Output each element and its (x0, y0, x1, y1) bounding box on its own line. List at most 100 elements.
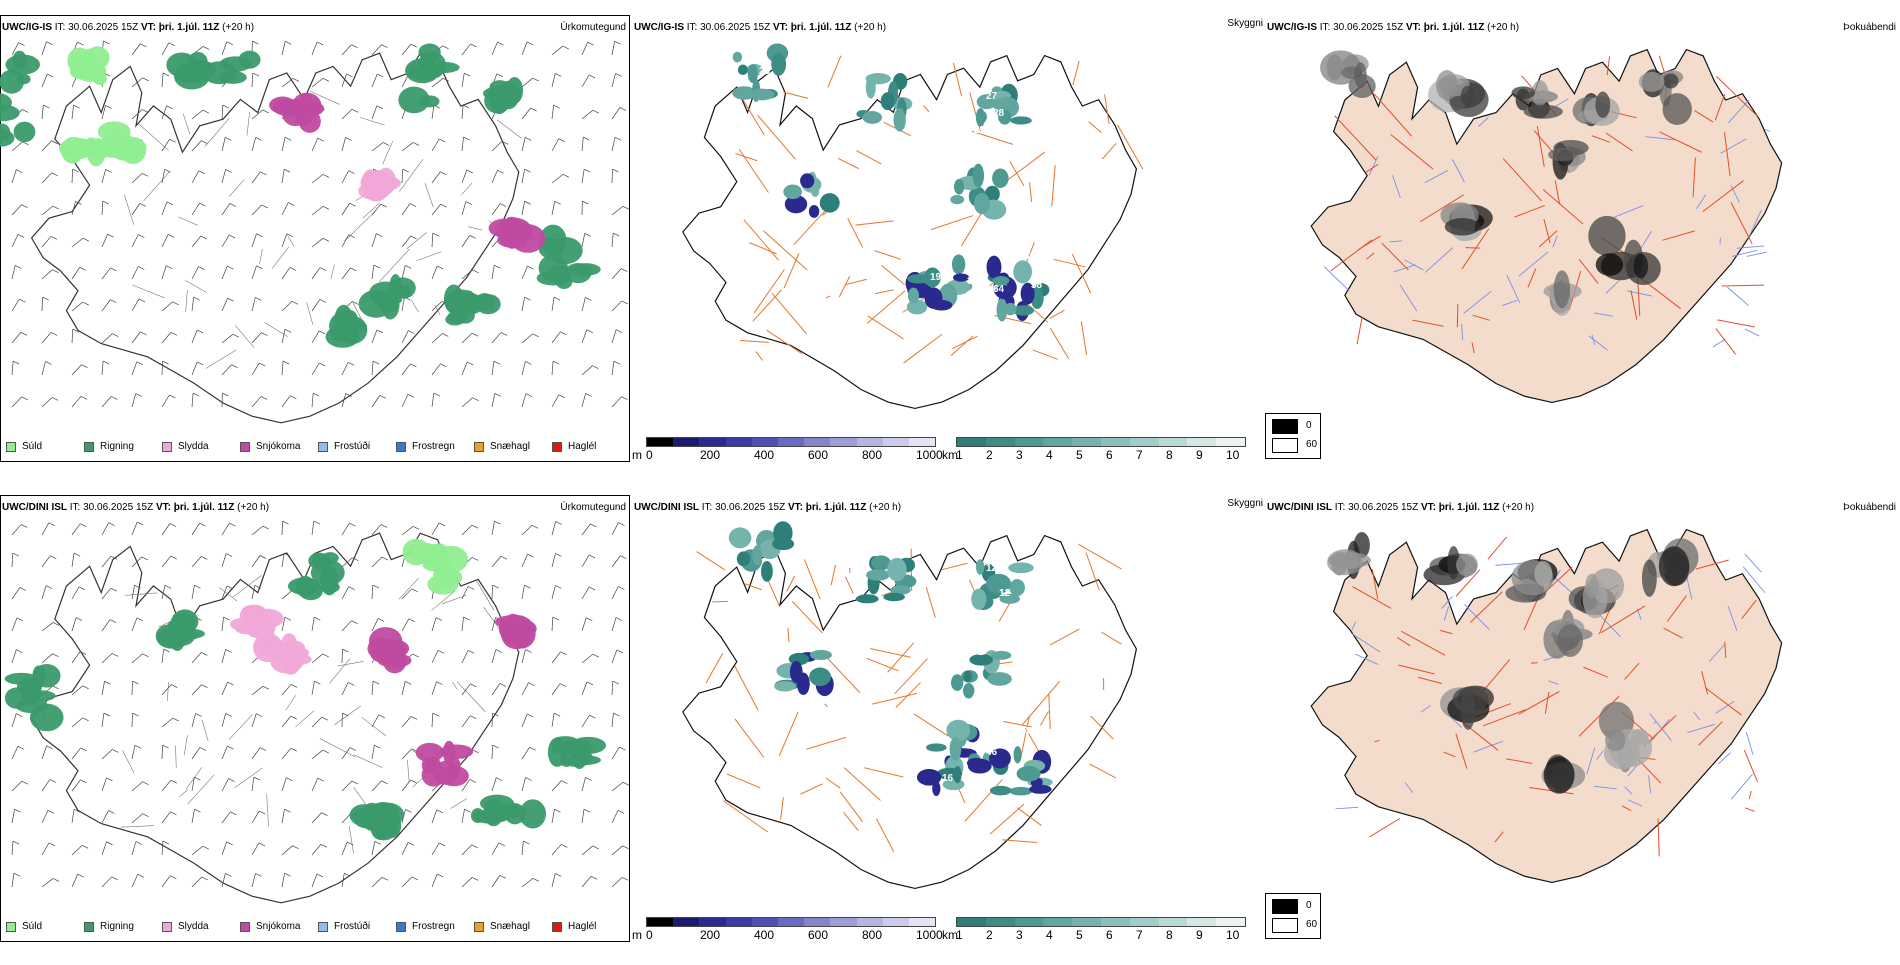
wind-barb (492, 521, 494, 535)
wind-barb (233, 334, 239, 337)
wind-barb (552, 361, 553, 375)
fog-cell (1605, 729, 1626, 751)
wind-barb (78, 874, 84, 877)
wind-barb (462, 586, 468, 599)
wind-barb (18, 234, 24, 237)
wind-barb (162, 332, 171, 343)
visibility-cell (774, 681, 796, 691)
wind-barb (612, 810, 618, 823)
wind-barb (563, 46, 569, 49)
wind-barb (467, 170, 473, 173)
wind-barb (492, 683, 500, 695)
wind-barb (112, 653, 118, 656)
wind-barb (464, 73, 470, 76)
wind-barb (552, 105, 554, 119)
wind-barb (256, 137, 262, 140)
fog-legend-swatch (1272, 899, 1298, 914)
wind-barb (612, 523, 618, 535)
wind-barb (462, 73, 464, 87)
wind-barb (462, 845, 472, 855)
wind-barb (192, 141, 201, 151)
wind-barb (612, 137, 615, 151)
wind-barb (522, 297, 525, 311)
wind-barb (533, 878, 539, 881)
visibility-cell (992, 168, 1008, 188)
wind-barb (16, 714, 22, 717)
road-line (188, 775, 214, 804)
wind-barb (252, 137, 256, 151)
colorbar-tick-label: 9 (1196, 928, 1203, 942)
road-line (740, 340, 769, 342)
wind-barb (111, 268, 117, 271)
wind-barb (202, 685, 208, 688)
wind-barb (312, 238, 323, 247)
wind-barb (345, 137, 351, 140)
wind-barb (462, 333, 472, 343)
wind-barb (203, 110, 209, 113)
wind-barb (83, 718, 89, 721)
wind-barb (589, 715, 595, 718)
wind-barb (192, 362, 197, 375)
wind-barb (372, 265, 374, 279)
wind-barb (162, 361, 163, 375)
colorbar-segment (957, 438, 986, 446)
wind-barb (432, 682, 436, 695)
precip-area (219, 71, 247, 84)
wind-barb (522, 394, 526, 407)
wind-barb (405, 809, 411, 812)
wind-barb (472, 557, 478, 560)
wind-barb (21, 332, 27, 335)
road-line (121, 826, 154, 828)
colorbar-segment (830, 918, 856, 926)
wind-barb (586, 393, 592, 396)
precip-area (416, 743, 444, 762)
wind-barb (410, 204, 416, 207)
wind-barb (554, 105, 560, 108)
road-line (1073, 61, 1079, 85)
precip-area (30, 704, 64, 732)
wind-barb (582, 137, 583, 151)
wind-barb (612, 73, 615, 87)
wind-barb (432, 393, 434, 407)
legend-swatch (240, 922, 250, 932)
colorbar-segment (1187, 438, 1216, 446)
precip-area (409, 67, 434, 80)
wind-barb (260, 555, 266, 558)
wind-barb (282, 169, 284, 183)
wind-barb (293, 78, 299, 81)
precip-type-panel: UWC/IG-IS IT: 30.06.2025 15Z VT: þri. 1.… (0, 15, 632, 485)
wind-barb (432, 523, 439, 535)
wind-barb (222, 746, 227, 759)
wind-barb (252, 363, 259, 375)
wind-barb (261, 396, 267, 399)
wind-barb (462, 235, 470, 247)
wind-barb (492, 265, 494, 279)
wind-barb (229, 779, 235, 782)
wind-barb (72, 587, 79, 599)
colorbar-tick-label: 1 (956, 928, 963, 942)
road-line (272, 247, 289, 269)
wind-barb (169, 43, 175, 46)
wind-barb (501, 556, 507, 559)
legend-swatch (84, 922, 94, 932)
fog-map (1265, 495, 1900, 895)
wind-barb (312, 331, 319, 343)
visibility-cell (749, 89, 774, 101)
wind-barb (162, 745, 163, 759)
wind-barb (612, 41, 615, 55)
wind-barb (110, 300, 116, 303)
precip-type-panel: UWC/DINI ISL IT: 30.06.2025 15Z VT: þri.… (0, 495, 632, 965)
cloud-base-label: 32 (980, 150, 992, 161)
wind-barb (462, 137, 463, 151)
colorbar-segment (1216, 918, 1245, 926)
wind-barb (523, 841, 529, 844)
legend-swatch (6, 442, 16, 452)
road-line (831, 565, 835, 585)
wind-barb (374, 265, 380, 268)
precip-area (439, 766, 469, 786)
wind-barb (591, 524, 597, 527)
precip-area (5, 673, 38, 685)
wind-barb (584, 169, 590, 172)
wind-barb (528, 554, 534, 557)
